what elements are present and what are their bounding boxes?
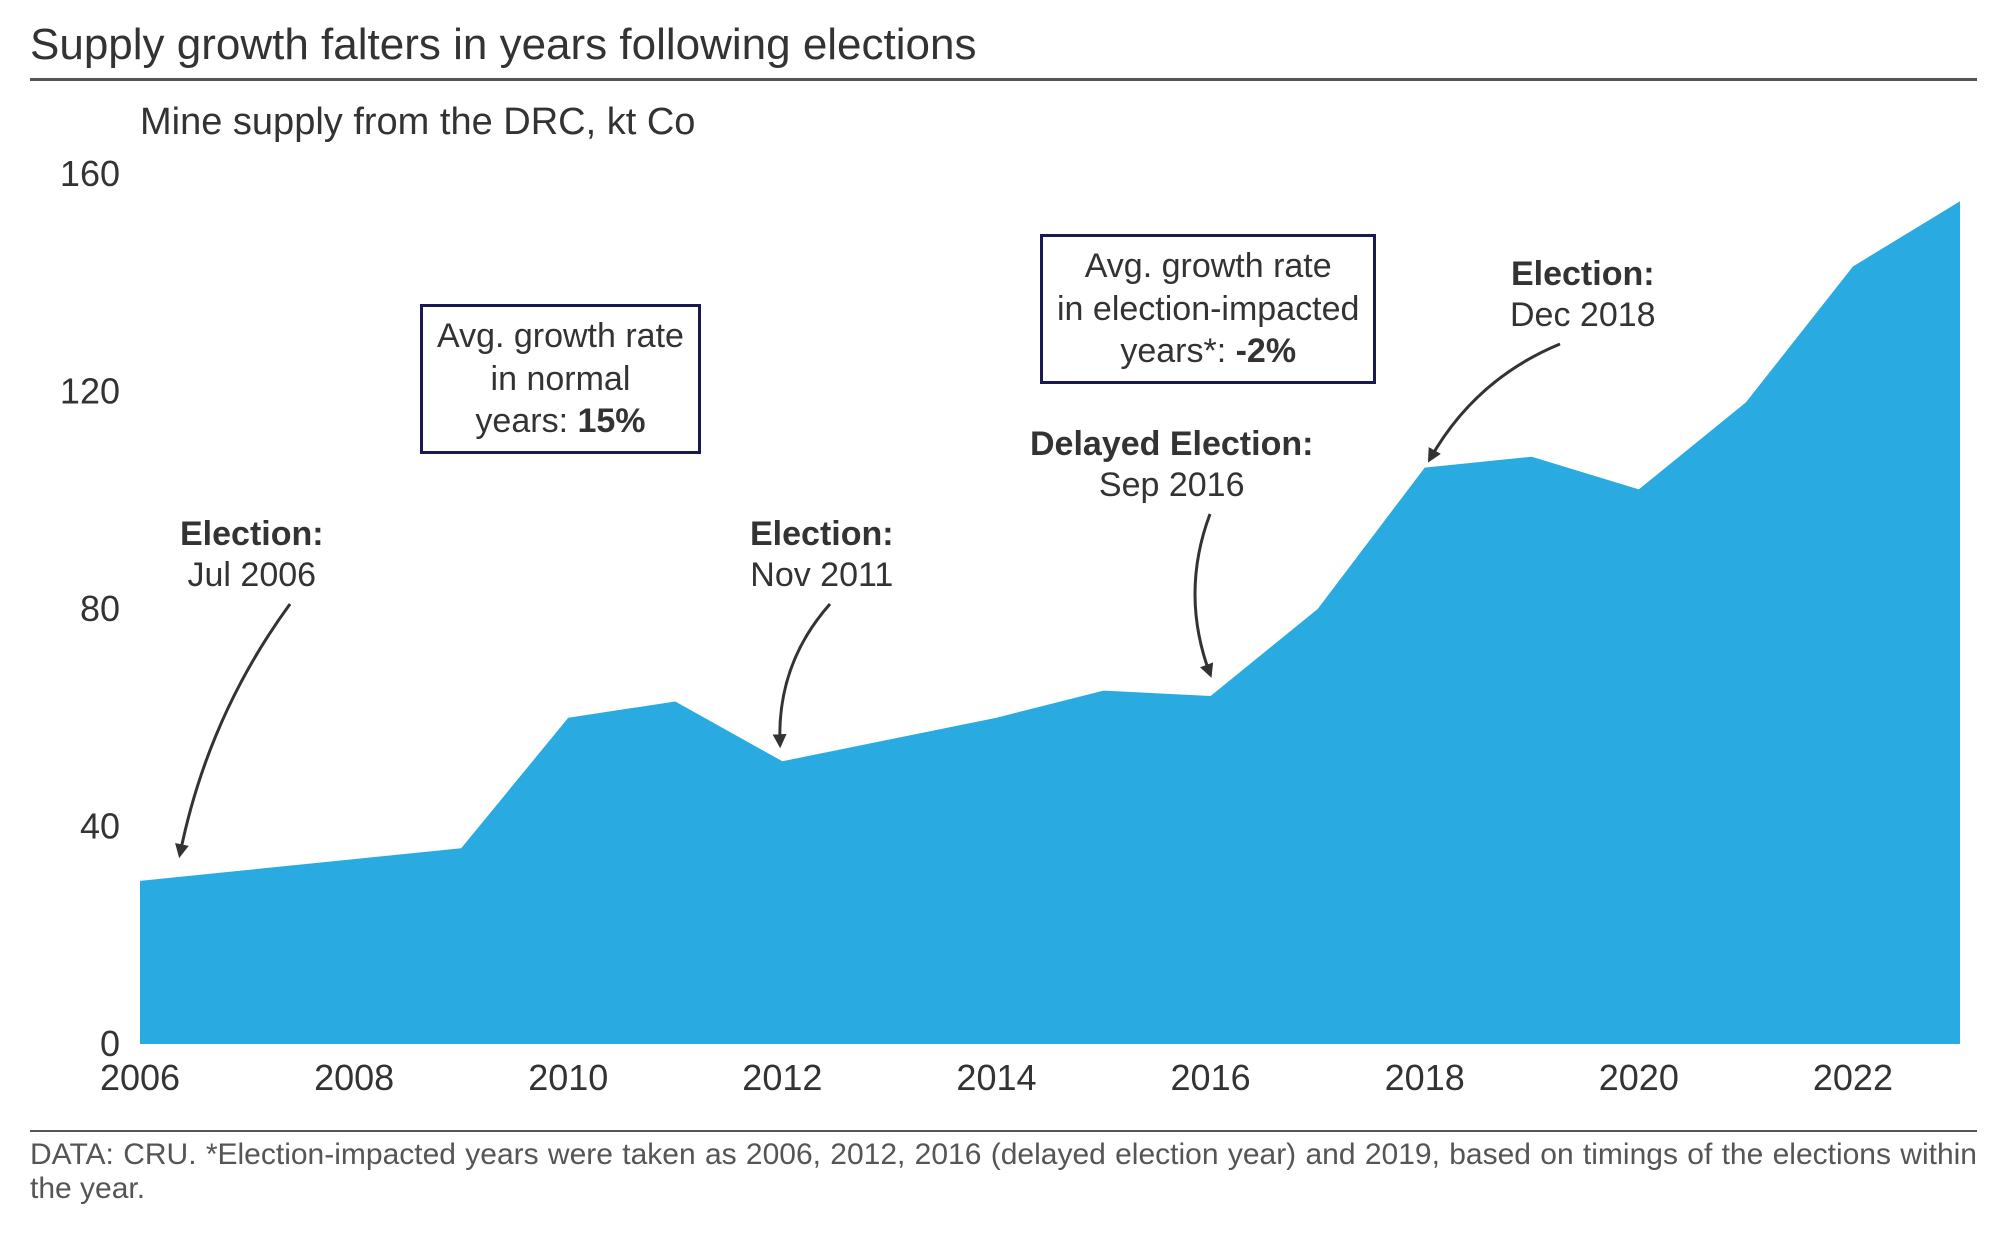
x-tick-label: 2018 (1385, 1057, 1465, 1098)
x-tick-label: 2016 (1171, 1057, 1251, 1098)
y-tick-label: 40 (80, 806, 120, 847)
info-box-line: Avg. growth rate (1057, 245, 1359, 288)
annotation-arrow (780, 604, 830, 744)
annotation-e2018: Election:Dec 2018 (1510, 254, 1656, 336)
area-chart-svg: 0408012016020062008201020122014201620182… (30, 154, 1977, 1124)
info-box-line: in normal (437, 358, 684, 401)
y-tick-label: 80 (80, 588, 120, 629)
annotation-head: Delayed Election: (1030, 424, 1313, 465)
annotation-arrow (1195, 514, 1210, 674)
annotation-head: Election: (1510, 254, 1656, 295)
annotation-head: Election: (750, 514, 894, 555)
info-box-normal: Avg. growth ratein normalyears: 15% (420, 304, 701, 454)
y-tick-label: 120 (60, 371, 120, 412)
annotation-sub: Sep 2016 (1030, 465, 1313, 506)
y-tick-label: 160 (60, 154, 120, 194)
info-box-line: Avg. growth rate (437, 315, 684, 358)
chart-title: Supply growth falters in years following… (30, 20, 1977, 81)
annotation-sub: Nov 2011 (750, 555, 894, 596)
x-tick-label: 2010 (528, 1057, 608, 1098)
annotation-e2006: Election:Jul 2006 (180, 514, 324, 596)
chart-area: 0408012016020062008201020122014201620182… (30, 154, 1977, 1124)
info-box-line: years: 15% (437, 400, 684, 443)
annotation-sub: Dec 2018 (1510, 295, 1656, 336)
info-box-line: in election-impacted (1057, 288, 1359, 331)
annotation-arrow (1430, 344, 1560, 459)
annotation-sub: Jul 2006 (180, 555, 324, 596)
annotation-e2011: Election:Nov 2011 (750, 514, 894, 596)
annotation-e2016: Delayed Election:Sep 2016 (1030, 424, 1313, 506)
x-tick-label: 2020 (1599, 1057, 1679, 1098)
info-box-line: years*: -2% (1057, 330, 1359, 373)
x-tick-label: 2012 (742, 1057, 822, 1098)
annotation-head: Election: (180, 514, 324, 555)
annotation-arrow (180, 604, 290, 854)
chart-subtitle: Mine supply from the DRC, kt Co (140, 101, 1977, 144)
chart-footer: DATA: CRU. *Election-impacted years were… (30, 1130, 1977, 1206)
page-root: Supply growth falters in years following… (0, 0, 2007, 1251)
x-tick-label: 2006 (100, 1057, 180, 1098)
x-tick-label: 2008 (314, 1057, 394, 1098)
x-tick-label: 2022 (1813, 1057, 1893, 1098)
x-tick-label: 2014 (956, 1057, 1036, 1098)
info-box-impacted: Avg. growth ratein election-impactedyear… (1040, 234, 1376, 384)
